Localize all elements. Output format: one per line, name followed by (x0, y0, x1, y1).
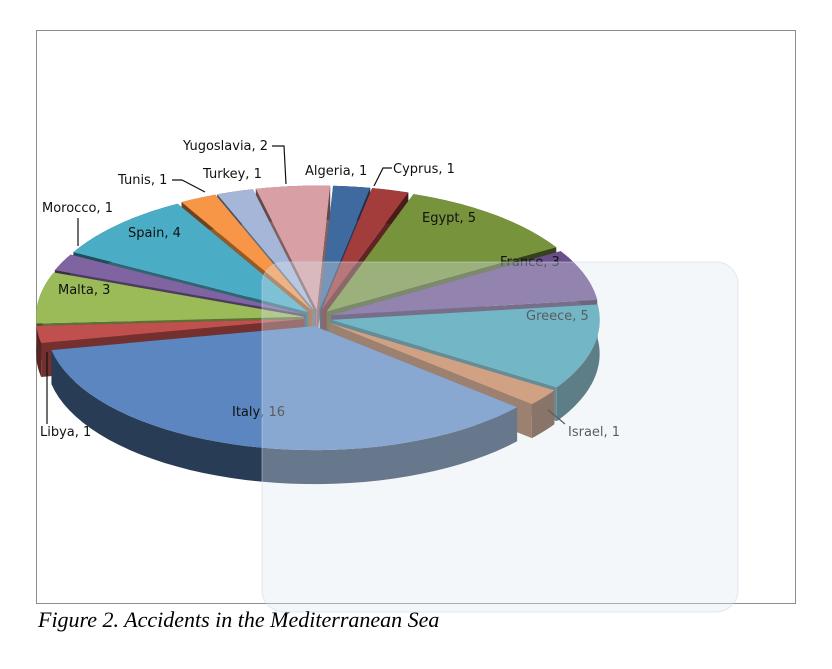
data-label-israel: Israel, 1 (568, 425, 620, 440)
slice-top (321, 188, 409, 310)
slice-top (329, 323, 555, 405)
slice-outer-edge (36, 325, 42, 377)
data-label-egypt: Egypt, 5 (422, 211, 476, 226)
slice-top (181, 194, 313, 311)
slice-top (54, 254, 306, 315)
data-label-spain: Spain, 4 (128, 226, 181, 241)
leader-line-yugoslavia (272, 145, 287, 185)
watermark-overlay (261, 261, 739, 613)
slice-outer-edge (51, 350, 518, 485)
data-label-algeria: Algeria, 1 (305, 164, 367, 179)
slice-top (255, 185, 331, 310)
slice-outer-edge (556, 304, 600, 422)
slice-outer-edge (531, 390, 555, 439)
leader-line-cyprus (373, 167, 392, 187)
slice-side-face (316, 185, 331, 344)
data-label-turkey: Turkey, 1 (202, 167, 262, 182)
slice-top (36, 272, 305, 324)
data-label-greece: Greece, 5 (526, 309, 589, 324)
slice-top (331, 304, 600, 388)
data-label-malta: Malta, 3 (58, 283, 110, 298)
pie-slice-italy (51, 326, 518, 485)
data-label-cyprus: Cyprus, 1 (393, 162, 455, 177)
slice-top (217, 189, 314, 310)
leader-line-tunis (172, 179, 206, 193)
slice-top (73, 203, 309, 313)
data-label-morocco: Morocco, 1 (42, 201, 113, 216)
slice-top (36, 319, 305, 343)
data-label-yugoslavia: Yugoslavia, 2 (182, 139, 268, 154)
figure-caption: Figure 2. Accidents in the Mediterranean… (38, 607, 440, 632)
slice-top (51, 326, 518, 451)
data-label-libya: Libya, 1 (40, 425, 91, 440)
data-label-tunis: Tunis, 1 (117, 173, 167, 188)
data-label-italy: Italy, 16 (232, 405, 285, 420)
slice-top (326, 194, 557, 312)
leader-line-israel (547, 409, 566, 425)
slice-top (331, 251, 598, 316)
slice-top (319, 185, 371, 310)
